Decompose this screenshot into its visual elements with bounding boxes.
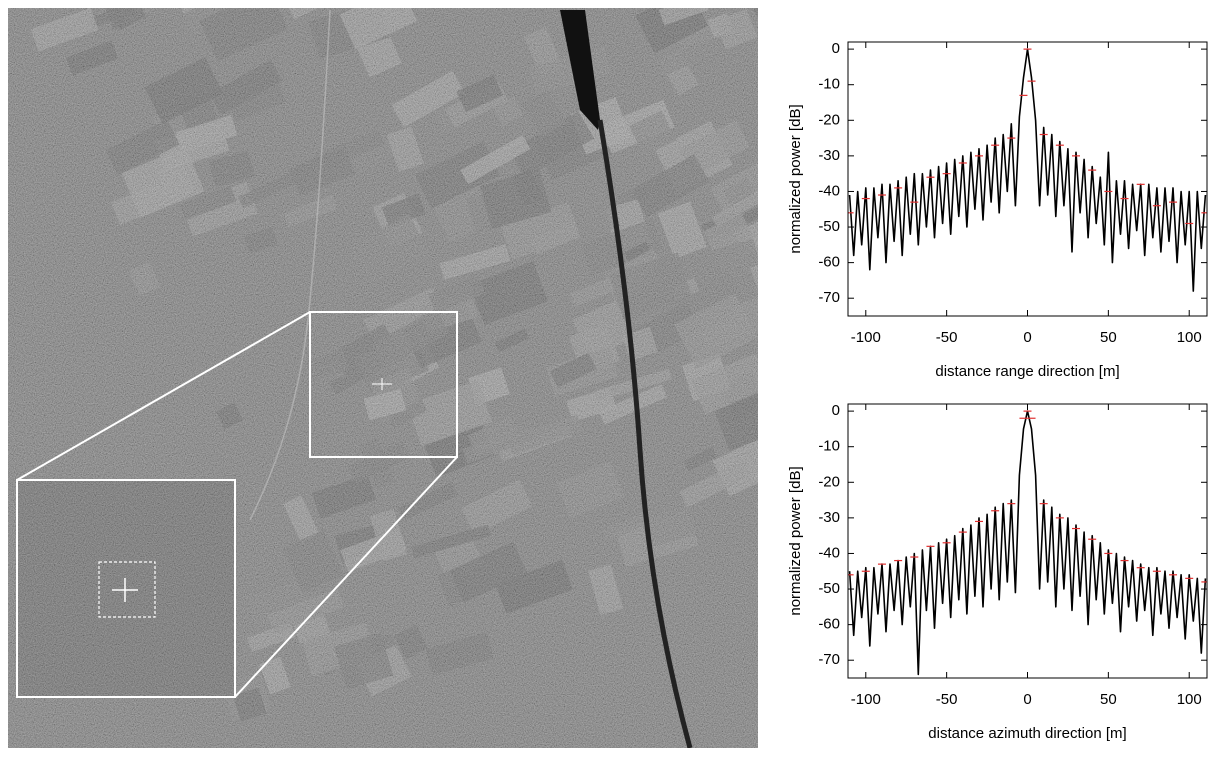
canal: [597, 119, 693, 748]
plot-frame: [847, 403, 1208, 679]
sar-image: [8, 0, 1039, 748]
y-tick-label: 0: [832, 40, 840, 57]
y-tick-label: -50: [818, 218, 840, 235]
field: [976, 243, 1039, 288]
x-tick-label: 100: [1177, 329, 1202, 346]
y-tick-label: -40: [818, 544, 840, 561]
field: [872, 218, 942, 284]
x-tick-label: -100: [851, 329, 881, 346]
field: [819, 16, 886, 64]
target-box: [98, 561, 156, 618]
x-axis-title: distance azimuth direction [m]: [928, 725, 1126, 742]
field: [805, 0, 864, 25]
field: [499, 0, 556, 6]
y-tick-label: 0: [832, 402, 840, 419]
y-tick-label: -30: [818, 147, 840, 164]
y-tick-label: -70: [818, 651, 840, 668]
chart: 0 -10 -20 -30 -40 -50 -60 -70 -100 -50 0 50 100 dista…: [787, 402, 1208, 742]
y-tick-label: -20: [818, 111, 840, 128]
zoom-line: [234, 456, 458, 698]
y-tick-label: -70: [818, 289, 840, 306]
zoom-box: [309, 311, 458, 458]
x-tick-label: -50: [936, 691, 958, 708]
x-tick-label: 0: [1023, 691, 1031, 708]
field: [906, 346, 937, 375]
field: [884, 398, 921, 445]
inset-speckle: [18, 481, 234, 696]
field: [768, 340, 829, 387]
y-tick-label: -60: [818, 616, 840, 633]
y-axis-title: normalized power [dB]: [787, 466, 804, 615]
line: [848, 48, 1207, 292]
plot: [848, 48, 1207, 292]
x-tick-label: 100: [1177, 691, 1202, 708]
target: [112, 578, 138, 602]
y-tick-label: -20: [818, 473, 840, 490]
field: [785, 312, 831, 366]
plot-frame: [847, 41, 1208, 317]
y-tick-label: -10: [818, 438, 840, 455]
field: [901, 403, 924, 420]
y-tick-label: -60: [818, 254, 840, 271]
x-tick-label: 50: [1100, 691, 1117, 708]
zoom-line: [16, 311, 311, 481]
y-tick-label: -40: [818, 182, 840, 199]
field: [765, 80, 819, 107]
target: [372, 378, 392, 390]
line: [848, 410, 1207, 676]
y-tick-label: -50: [818, 580, 840, 597]
y-tick-label: -10: [818, 76, 840, 93]
field: [847, 271, 935, 335]
field: [515, 8, 571, 9]
river: [560, 10, 600, 130]
plot: [848, 410, 1207, 676]
field: [698, 0, 767, 5]
chart: 0 -10 -20 -30 -40 -50 -60 -70 -100 -50 0 50 100 dista…: [787, 40, 1208, 380]
y-axis-title: normalized power [dB]: [787, 104, 804, 253]
x-tick-label: 50: [1100, 329, 1117, 346]
x-tick-label: -100: [851, 691, 881, 708]
field: [835, 493, 917, 552]
field: [857, 151, 884, 176]
x-tick-label: -50: [936, 329, 958, 346]
field: [753, 8, 758, 50]
road: [249, 9, 331, 521]
x-tick-label: 0: [1023, 329, 1031, 346]
x-axis-title: distance range direction [m]: [935, 363, 1119, 380]
y-tick-label: -30: [818, 509, 840, 526]
